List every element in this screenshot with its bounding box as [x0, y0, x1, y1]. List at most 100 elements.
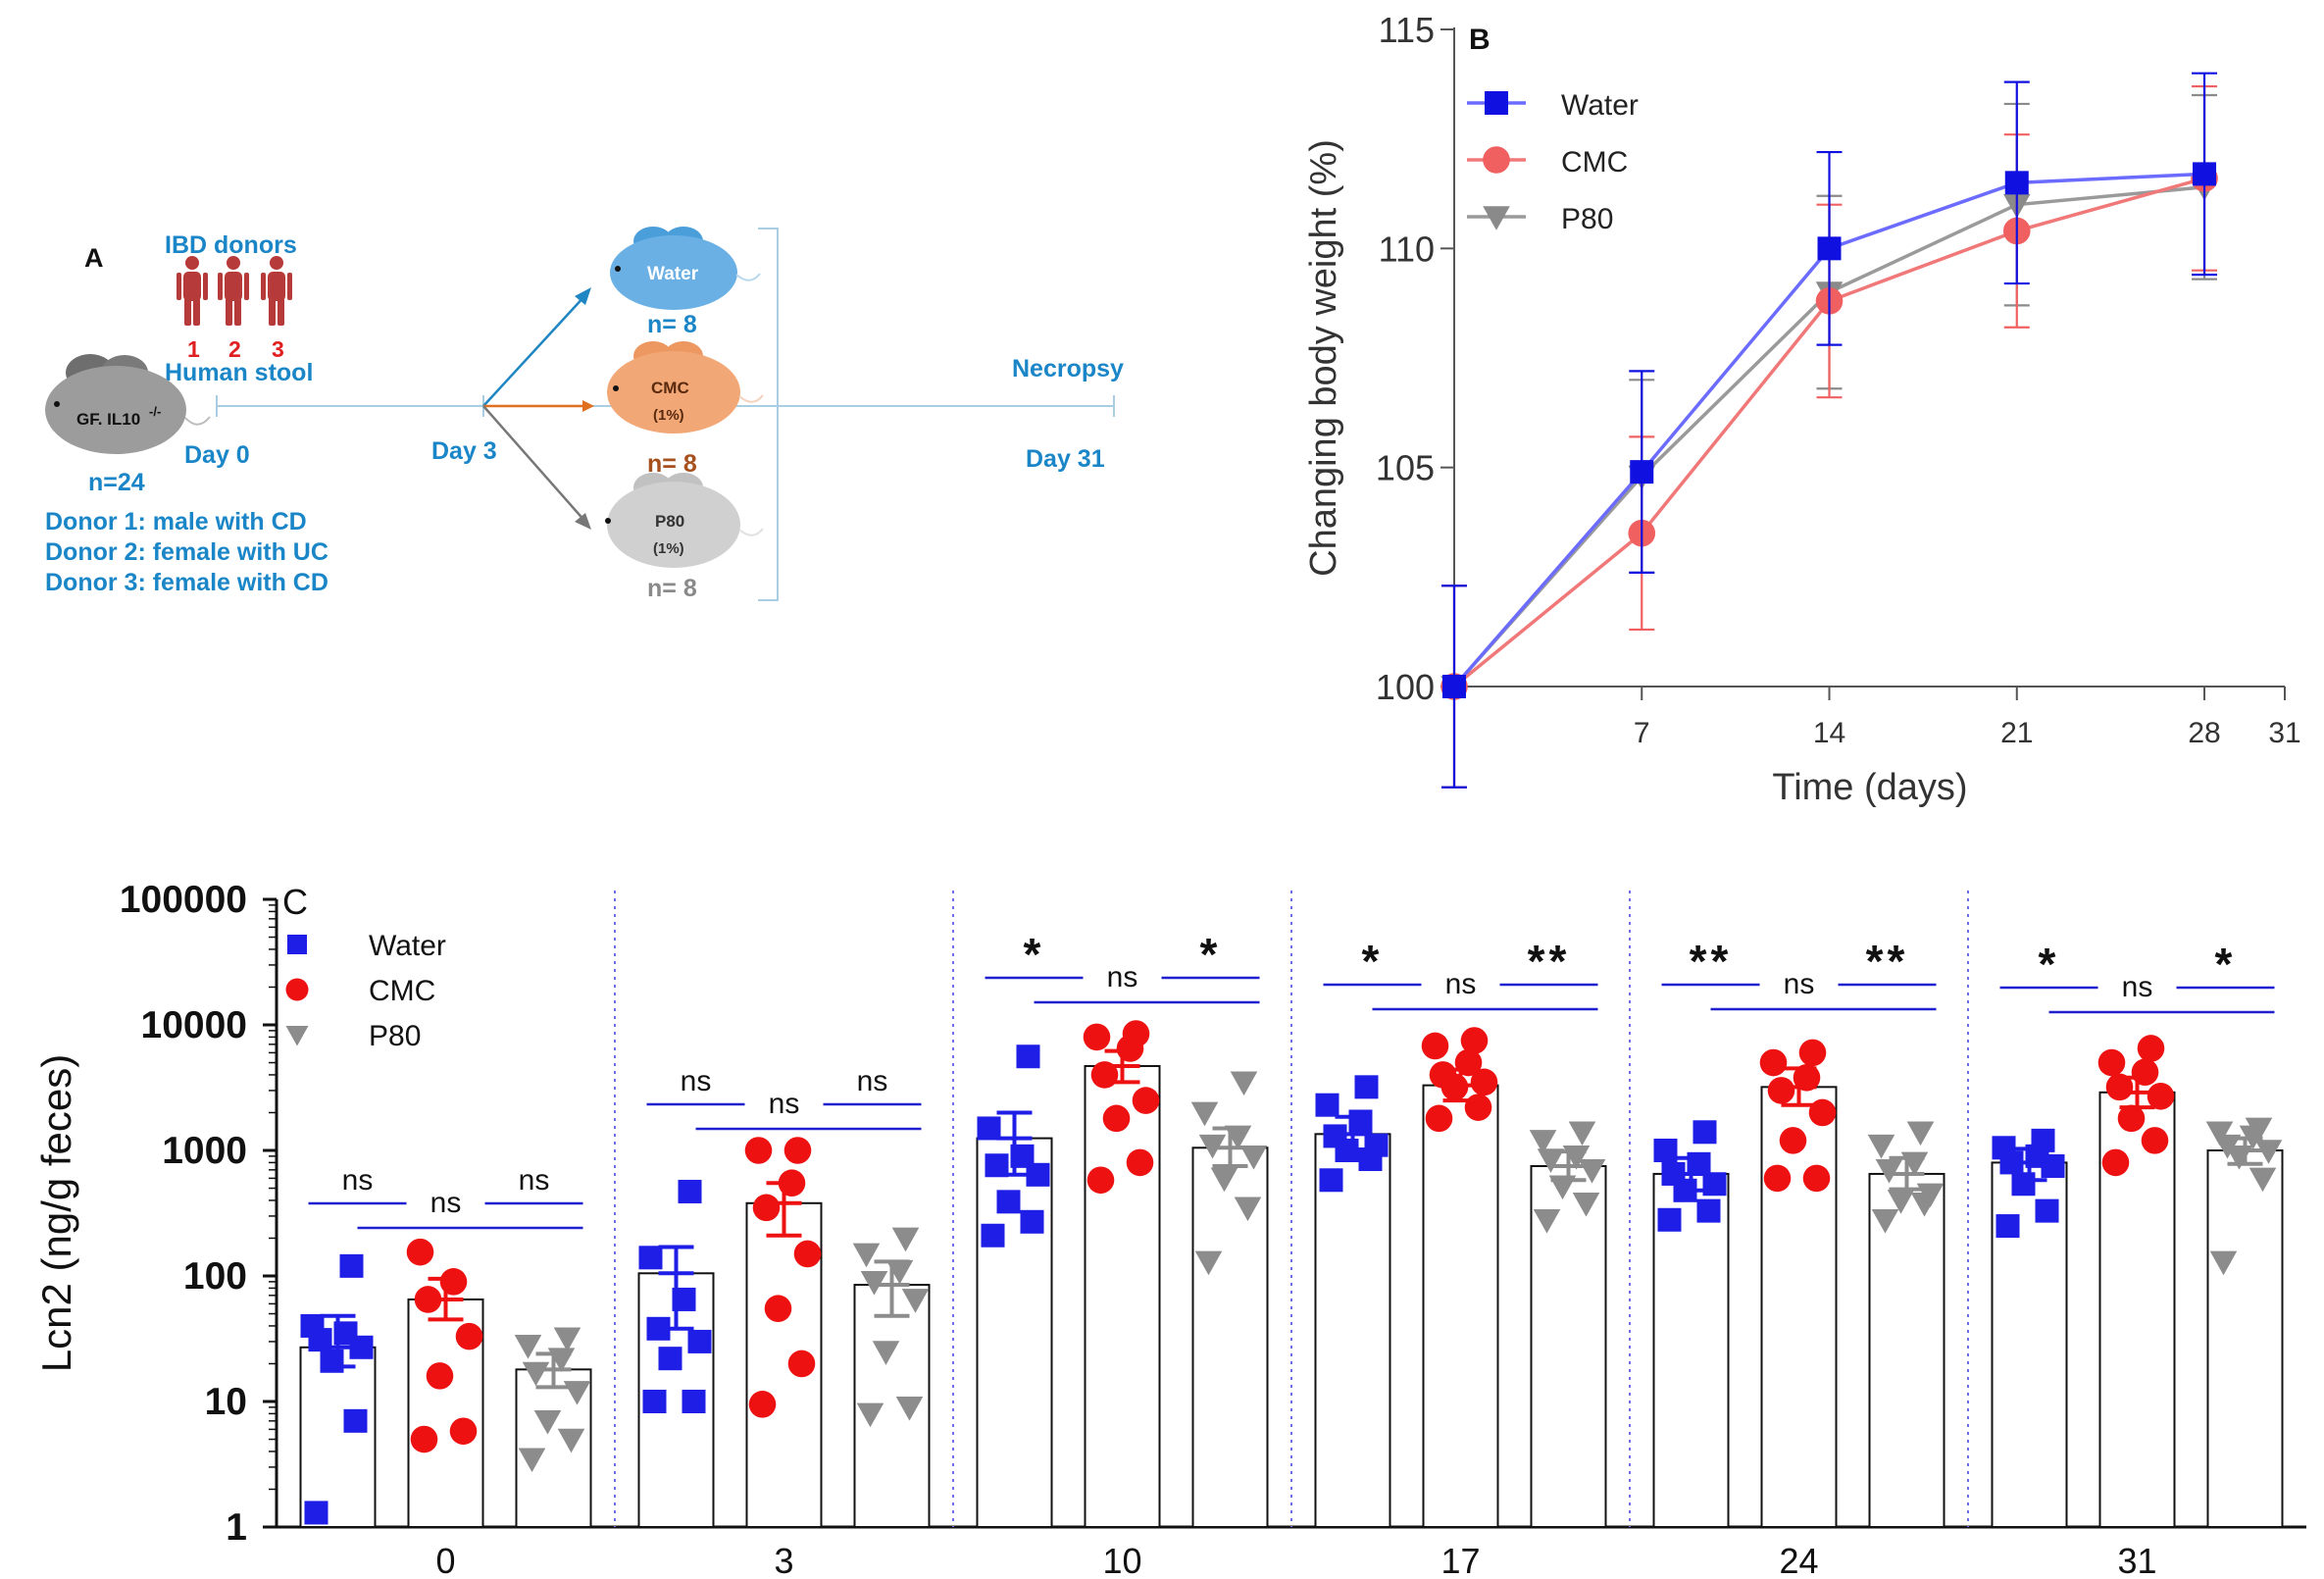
p80-group-sub: (1%)	[653, 540, 684, 557]
arrow-to-water	[482, 293, 587, 407]
group-10-p80	[1190, 1071, 1269, 1528]
significance-label: ns	[342, 1164, 374, 1197]
data-point	[1354, 1075, 1379, 1099]
data-point	[553, 1327, 581, 1352]
data-point	[1470, 1068, 1498, 1096]
data-point	[1630, 460, 1654, 484]
donor-figure-icon	[218, 256, 249, 326]
legend-label: CMC	[1561, 146, 1628, 178]
comparison-group: ns ns ns	[646, 1065, 922, 1131]
x-tick-label: 7	[1634, 717, 1650, 749]
data-point	[1425, 1104, 1453, 1133]
y-tick-label: 105	[1376, 448, 1435, 488]
data-point	[1696, 1198, 1721, 1223]
donor-number: 3	[272, 336, 284, 362]
significance-label: *	[1024, 929, 1045, 980]
data-point	[1798, 1039, 1827, 1067]
cmc-group-sub: (1%)	[653, 407, 684, 424]
data-point	[1779, 1127, 1807, 1154]
data-point	[977, 1116, 1001, 1141]
x-tick-label: 14	[1813, 717, 1845, 749]
water-group-label: Water	[647, 264, 699, 284]
significance-label: **	[1528, 936, 1571, 987]
data-point	[856, 1402, 884, 1428]
y-tick-label: 100	[183, 1255, 247, 1298]
bar	[1191, 1146, 1269, 1528]
data-point	[1442, 675, 1466, 698]
x-tick-label: 28	[2188, 717, 2220, 749]
data-point	[1086, 1166, 1115, 1195]
data-point	[1210, 1167, 1238, 1193]
data-point	[895, 1397, 924, 1421]
legend-marker	[1483, 146, 1510, 174]
day3-label: Day 3	[431, 437, 497, 465]
data-point	[2209, 1250, 2238, 1276]
significance-label: ns	[681, 1065, 712, 1097]
donors-title: IBD donors	[165, 231, 297, 259]
data-point	[687, 1329, 712, 1353]
data-point	[2193, 162, 2217, 186]
data-point	[1421, 1032, 1449, 1060]
significance-label: **	[1690, 936, 1733, 987]
bar	[299, 1346, 377, 1528]
significance-label: ns	[2122, 971, 2153, 1003]
data-point	[2097, 1048, 2126, 1077]
legend-label: Water	[1561, 89, 1639, 122]
donor-number: 1	[187, 336, 200, 362]
bar	[1314, 1133, 1391, 1528]
donor-line-1: Donor 1: male with CD	[45, 508, 307, 535]
donor-figure-icon	[177, 256, 208, 326]
data-point	[658, 1347, 682, 1371]
day31-label: Day 31	[1026, 445, 1105, 473]
significance-label: **	[1866, 936, 1909, 987]
comparison-group: * ns *	[1999, 939, 2275, 1014]
x-tick-label: 21	[2000, 717, 2033, 749]
data-point	[1533, 1208, 1561, 1234]
legend-marker	[287, 935, 307, 954]
data-point	[1817, 236, 1842, 261]
group-17-cmc	[1421, 1027, 1499, 1529]
panel-b-legend: Water CMC P80	[1467, 89, 1639, 235]
group-3-p80	[852, 1227, 931, 1529]
data-point	[343, 1408, 368, 1433]
human-stool-label: Human stool	[165, 359, 313, 386]
data-point	[1102, 1104, 1131, 1133]
group-24-water	[1652, 1120, 1730, 1529]
gf-mouse-icon	[45, 354, 211, 454]
data-point	[300, 1313, 325, 1338]
group-10-cmc	[1083, 1020, 1161, 1528]
x-tick-label: 3	[774, 1541, 793, 1579]
data-point	[2205, 1121, 2234, 1146]
data-point	[638, 1246, 663, 1270]
data-point	[891, 1227, 920, 1252]
data-point	[1190, 1101, 1219, 1127]
data-point	[1122, 1020, 1150, 1047]
data-point	[1016, 1044, 1040, 1069]
bar	[1760, 1086, 1838, 1529]
significance-label: ns	[857, 1065, 888, 1097]
data-point	[996, 1190, 1021, 1214]
data-point	[1568, 1121, 1596, 1146]
water-group-n: n= 8	[647, 311, 697, 338]
group-24-p80	[1867, 1121, 1945, 1529]
data-point	[1323, 1124, 1347, 1148]
donor-number: 2	[228, 336, 241, 362]
y-tick-label: 100	[1376, 667, 1435, 707]
bar	[2206, 1149, 2284, 1528]
day0-label: Day 0	[184, 441, 250, 469]
data-point	[852, 1243, 881, 1268]
group-0-water	[299, 1253, 377, 1528]
significance-label: ns	[1784, 968, 1815, 1000]
data-point	[748, 1391, 777, 1418]
data-point	[1692, 1120, 1717, 1145]
donor-figure-icon	[261, 256, 292, 326]
comparison-group: * ns *	[985, 929, 1260, 1004]
data-point	[678, 1179, 702, 1203]
data-point	[449, 1417, 478, 1446]
data-point	[1657, 1207, 1682, 1232]
data-point	[1230, 1071, 1258, 1096]
y-axis-title: Changing body weight (%)	[1303, 139, 1344, 577]
significance-label: ns	[1445, 968, 1477, 1000]
